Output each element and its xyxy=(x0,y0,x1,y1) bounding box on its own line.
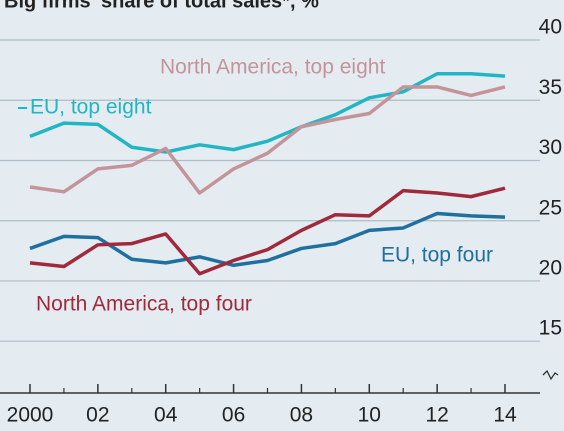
series-label: North America, top eight xyxy=(160,56,385,79)
x-tick-label: 10 xyxy=(358,404,381,427)
y-tick-label: 15 xyxy=(539,317,562,340)
x-tick-label: 08 xyxy=(290,404,313,427)
x-tick-label: 12 xyxy=(425,404,448,427)
y-tick-label: 25 xyxy=(539,196,562,219)
series-line xyxy=(29,71,506,154)
axis-break xyxy=(542,369,559,381)
y-tick-label: 30 xyxy=(539,136,562,159)
x-tick-label: 02 xyxy=(86,404,109,427)
x-tick-label: 2000 xyxy=(7,404,54,427)
y-tick-label: 35 xyxy=(539,76,562,99)
series-label: North America, top four xyxy=(36,293,252,316)
series-label: EU, top eight xyxy=(30,96,152,119)
series-line xyxy=(29,186,506,276)
y-tick-label: 40 xyxy=(539,16,562,39)
series-line xyxy=(29,85,506,195)
x-tick-label: 14 xyxy=(493,404,517,427)
y-tick-label: 20 xyxy=(539,257,562,280)
series-label: EU, top four xyxy=(381,244,493,267)
x-tick-label: 06 xyxy=(222,404,245,427)
x-tick-label: 04 xyxy=(154,404,178,427)
chart-title: Big firms' share of total sales*, % xyxy=(4,0,319,12)
